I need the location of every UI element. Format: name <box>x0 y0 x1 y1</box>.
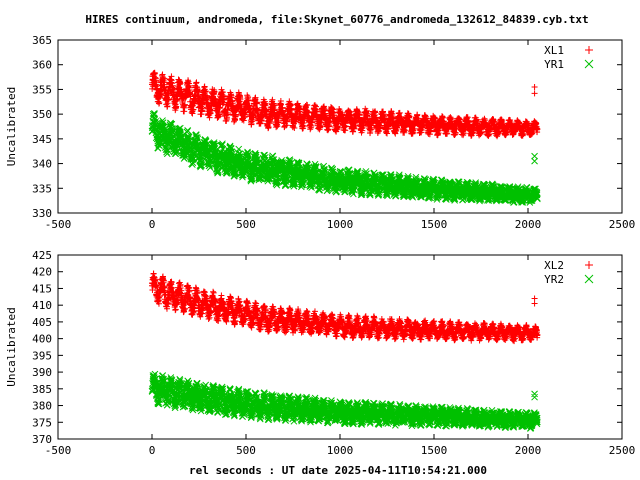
series-XL2 <box>149 270 541 345</box>
y-tick-label: 415 <box>32 282 52 295</box>
series-markers <box>148 109 541 206</box>
x-tick-label: 2500 <box>609 218 636 231</box>
legend-marker <box>584 274 594 284</box>
legend-marker <box>584 59 594 69</box>
series-YR2 <box>148 370 541 432</box>
y-tick-label: 400 <box>32 333 52 346</box>
y-tick-label: 395 <box>32 349 52 362</box>
legend-label: YR2 <box>544 273 564 286</box>
series-markers <box>149 69 541 140</box>
panels: -500 0 500 1000 1500 2000 2500 330 335 340 345 350 3… <box>5 34 635 457</box>
y-axis-label: Uncalibrated <box>5 87 18 166</box>
x-tick-label: 1500 <box>421 444 448 457</box>
chart-title: HIRES continuum, andromeda, file:Skynet_… <box>85 13 588 26</box>
x-tick-label: 1500 <box>421 218 448 231</box>
series-YR1 <box>148 109 541 206</box>
y-tick-label: 335 <box>32 182 52 195</box>
x-tick-label: 0 <box>149 444 156 457</box>
series-markers <box>148 370 541 432</box>
legend-label: XL1 <box>544 44 564 57</box>
y-tick-label: 345 <box>32 133 52 146</box>
y-tick-label: 355 <box>32 83 52 96</box>
y-tick-label: 380 <box>32 400 52 413</box>
y-tick-label: 385 <box>32 383 52 396</box>
x-tick-label: 500 <box>236 444 256 457</box>
y-tick-label: 365 <box>32 34 52 47</box>
legend-label: XL2 <box>544 259 564 272</box>
panel-2: -500 0 500 1000 1500 2000 2500 370 375 380 385 390 3… <box>5 249 635 457</box>
x-tick-label: 500 <box>236 218 256 231</box>
y-tick-label: 350 <box>32 108 52 121</box>
x-axis-label: rel seconds : UT date 2025-04-11T10:54:2… <box>189 464 487 477</box>
x-tick-label: 1000 <box>327 444 354 457</box>
x-tick-label: 1000 <box>327 218 354 231</box>
legend-marker <box>585 261 593 269</box>
x-tick-label: -500 <box>45 218 72 231</box>
y-tick-label: 410 <box>32 299 52 312</box>
series-markers <box>149 270 541 345</box>
y-tick-label: 370 <box>32 433 52 446</box>
y-tick-label: 420 <box>32 266 52 279</box>
legend-marker <box>585 46 593 54</box>
series-XL1 <box>149 69 541 140</box>
x-tick-label: 2000 <box>515 444 542 457</box>
panel-1: -500 0 500 1000 1500 2000 2500 330 335 340 345 350 3… <box>5 34 635 231</box>
legend-label: YR1 <box>544 58 564 71</box>
y-tick-label: 390 <box>32 366 52 379</box>
x-tick-label: 2000 <box>515 218 542 231</box>
y-tick-label: 425 <box>32 249 52 262</box>
y-tick-label: 405 <box>32 316 52 329</box>
x-tick-label: -500 <box>45 444 72 457</box>
x-tick-label: 2500 <box>609 444 636 457</box>
y-tick-label: 340 <box>32 158 52 171</box>
y-tick-label: 375 <box>32 416 52 429</box>
x-tick-label: 0 <box>149 218 156 231</box>
y-tick-label: 330 <box>32 207 52 220</box>
y-tick-label: 360 <box>32 59 52 72</box>
y-axis-label: Uncalibrated <box>5 307 18 386</box>
